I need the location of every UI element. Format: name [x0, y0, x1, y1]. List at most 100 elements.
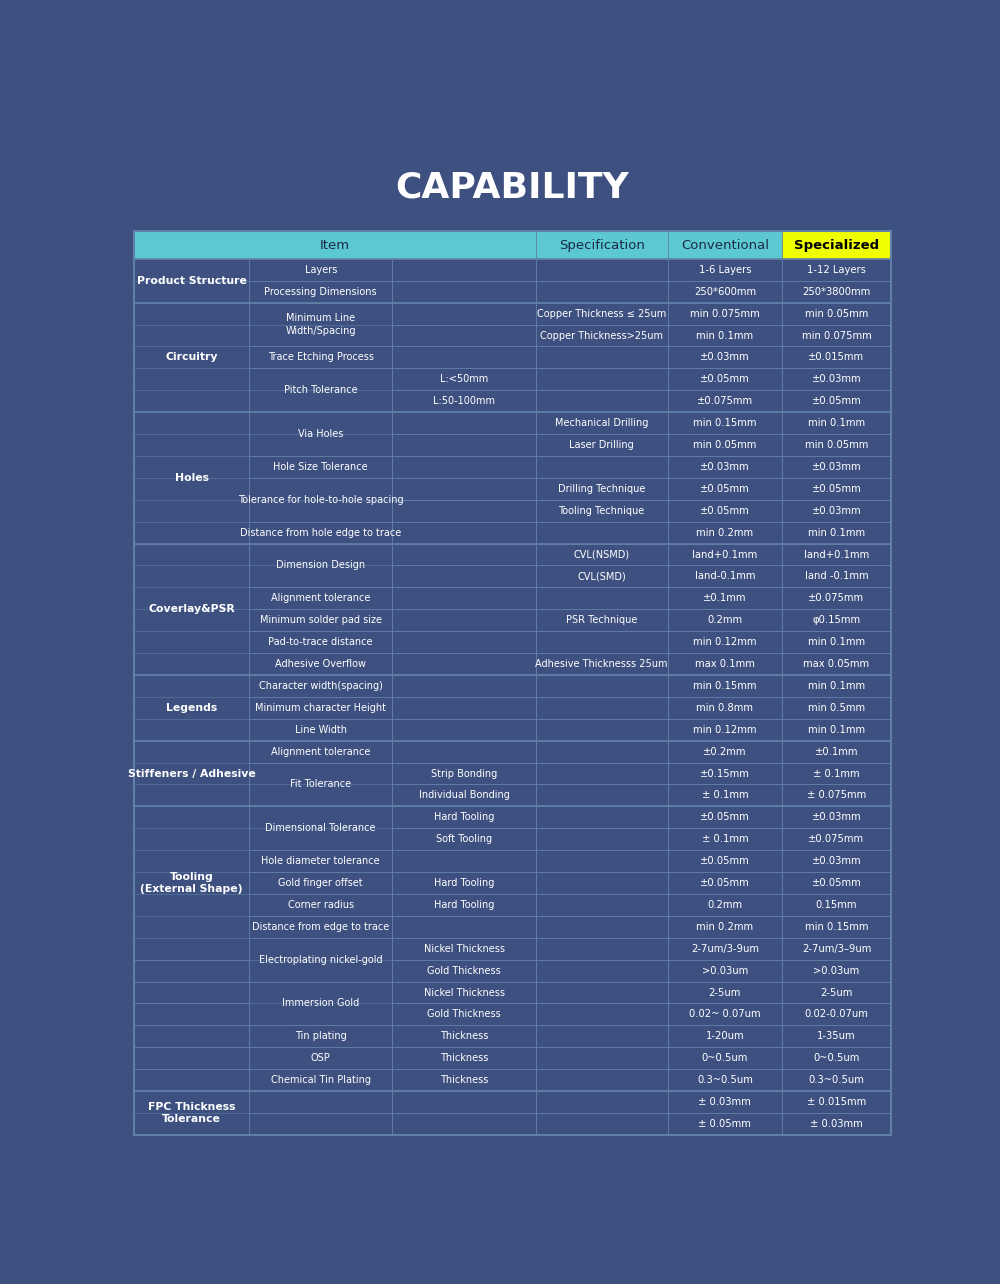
Bar — [536, 1026, 668, 1048]
Bar — [392, 390, 536, 412]
Text: 0.3~0.5um: 0.3~0.5um — [809, 1075, 864, 1085]
Text: Circuitry: Circuitry — [165, 352, 218, 362]
Text: ±0.05mm: ±0.05mm — [812, 397, 861, 406]
Bar — [668, 456, 782, 478]
Bar — [782, 654, 891, 675]
Bar — [668, 369, 782, 390]
Bar — [392, 281, 536, 303]
Text: Copper Thickness>25um: Copper Thickness>25um — [540, 330, 663, 340]
Bar — [392, 872, 536, 894]
Text: Adhesive Overflow: Adhesive Overflow — [275, 659, 366, 669]
Bar — [249, 499, 392, 521]
Bar — [249, 1026, 392, 1048]
Bar — [536, 434, 668, 456]
Text: ±0.1mm: ±0.1mm — [815, 746, 858, 756]
Bar — [249, 741, 392, 763]
Bar — [536, 741, 668, 763]
Text: ±0.2mm: ±0.2mm — [703, 746, 747, 756]
Bar — [668, 1070, 782, 1091]
Bar — [536, 697, 668, 719]
Text: ±0.03mm: ±0.03mm — [700, 352, 750, 362]
Bar — [782, 1113, 891, 1135]
Bar — [668, 390, 782, 412]
Text: 0~0.5um: 0~0.5um — [702, 1053, 748, 1063]
Bar — [668, 610, 782, 632]
Bar — [782, 872, 891, 894]
Bar — [134, 231, 536, 259]
Text: Distance from edge to trace: Distance from edge to trace — [252, 922, 389, 932]
Bar — [782, 259, 891, 281]
Bar — [249, 1004, 392, 1026]
Bar — [668, 719, 782, 741]
Text: Holes: Holes — [175, 473, 209, 483]
Text: >0.03um: >0.03um — [702, 966, 748, 976]
Bar — [392, 915, 536, 937]
Bar — [782, 281, 891, 303]
Bar — [249, 872, 392, 894]
Bar — [249, 850, 392, 872]
Bar — [668, 1048, 782, 1070]
Bar — [536, 281, 668, 303]
Bar — [249, 347, 392, 369]
Bar — [392, 456, 536, 478]
Bar — [782, 937, 891, 959]
Bar — [249, 654, 392, 675]
Bar — [134, 565, 249, 587]
Bar — [249, 610, 392, 632]
Text: Strip Bonding: Strip Bonding — [431, 769, 497, 778]
Bar — [782, 1091, 891, 1113]
Text: min 0.1mm: min 0.1mm — [808, 528, 865, 538]
Text: CAPABILITY: CAPABILITY — [396, 171, 629, 204]
Text: min 0.15mm: min 0.15mm — [693, 681, 757, 691]
Text: 0~0.5um: 0~0.5um — [813, 1053, 860, 1063]
Bar — [782, 1070, 891, 1091]
Bar — [249, 915, 392, 937]
Bar — [668, 937, 782, 959]
Text: Thickness: Thickness — [440, 1075, 488, 1085]
Bar — [249, 741, 392, 763]
Bar — [782, 390, 891, 412]
Bar — [392, 1113, 536, 1135]
Bar — [668, 587, 782, 610]
Bar — [782, 521, 891, 543]
Bar — [668, 1091, 782, 1113]
Text: min 0.5mm: min 0.5mm — [808, 702, 865, 713]
Text: ±0.075mm: ±0.075mm — [808, 835, 865, 844]
Text: Alignment tolerance: Alignment tolerance — [271, 593, 370, 603]
Text: Fit Tolerance: Fit Tolerance — [290, 779, 351, 790]
Text: ± 0.1mm: ± 0.1mm — [702, 835, 748, 844]
Bar — [536, 325, 668, 347]
Text: Tolerance for hole-to-hole spacing: Tolerance for hole-to-hole spacing — [238, 494, 404, 505]
Bar — [668, 981, 782, 1004]
Bar — [249, 456, 392, 478]
Text: Distance from hole edge to trace: Distance from hole edge to trace — [240, 528, 401, 538]
Text: ±0.075mm: ±0.075mm — [697, 397, 753, 406]
Bar — [782, 390, 891, 412]
Text: Thickness: Thickness — [440, 1031, 488, 1041]
Bar — [392, 478, 536, 499]
Bar — [668, 763, 782, 785]
Bar — [668, 785, 782, 806]
Bar — [668, 1026, 782, 1048]
Bar — [134, 1070, 249, 1091]
Bar — [536, 325, 668, 347]
Bar — [782, 697, 891, 719]
Bar — [782, 763, 891, 785]
Bar — [249, 259, 392, 281]
Bar — [782, 1048, 891, 1070]
Bar — [536, 1113, 668, 1135]
Text: min 0.1mm: min 0.1mm — [808, 681, 865, 691]
Bar — [668, 543, 782, 565]
Bar — [392, 828, 536, 850]
Bar — [782, 347, 891, 369]
Text: ± 0.1mm: ± 0.1mm — [702, 791, 748, 800]
Bar — [536, 259, 668, 281]
Bar — [668, 587, 782, 610]
Text: Tooling
(External Shape): Tooling (External Shape) — [140, 872, 243, 894]
Bar — [668, 741, 782, 763]
Bar — [249, 959, 392, 981]
Bar — [134, 654, 249, 675]
Text: land+0.1mm: land+0.1mm — [804, 550, 869, 560]
Text: Alignment tolerance: Alignment tolerance — [271, 746, 370, 756]
Bar — [536, 806, 668, 828]
